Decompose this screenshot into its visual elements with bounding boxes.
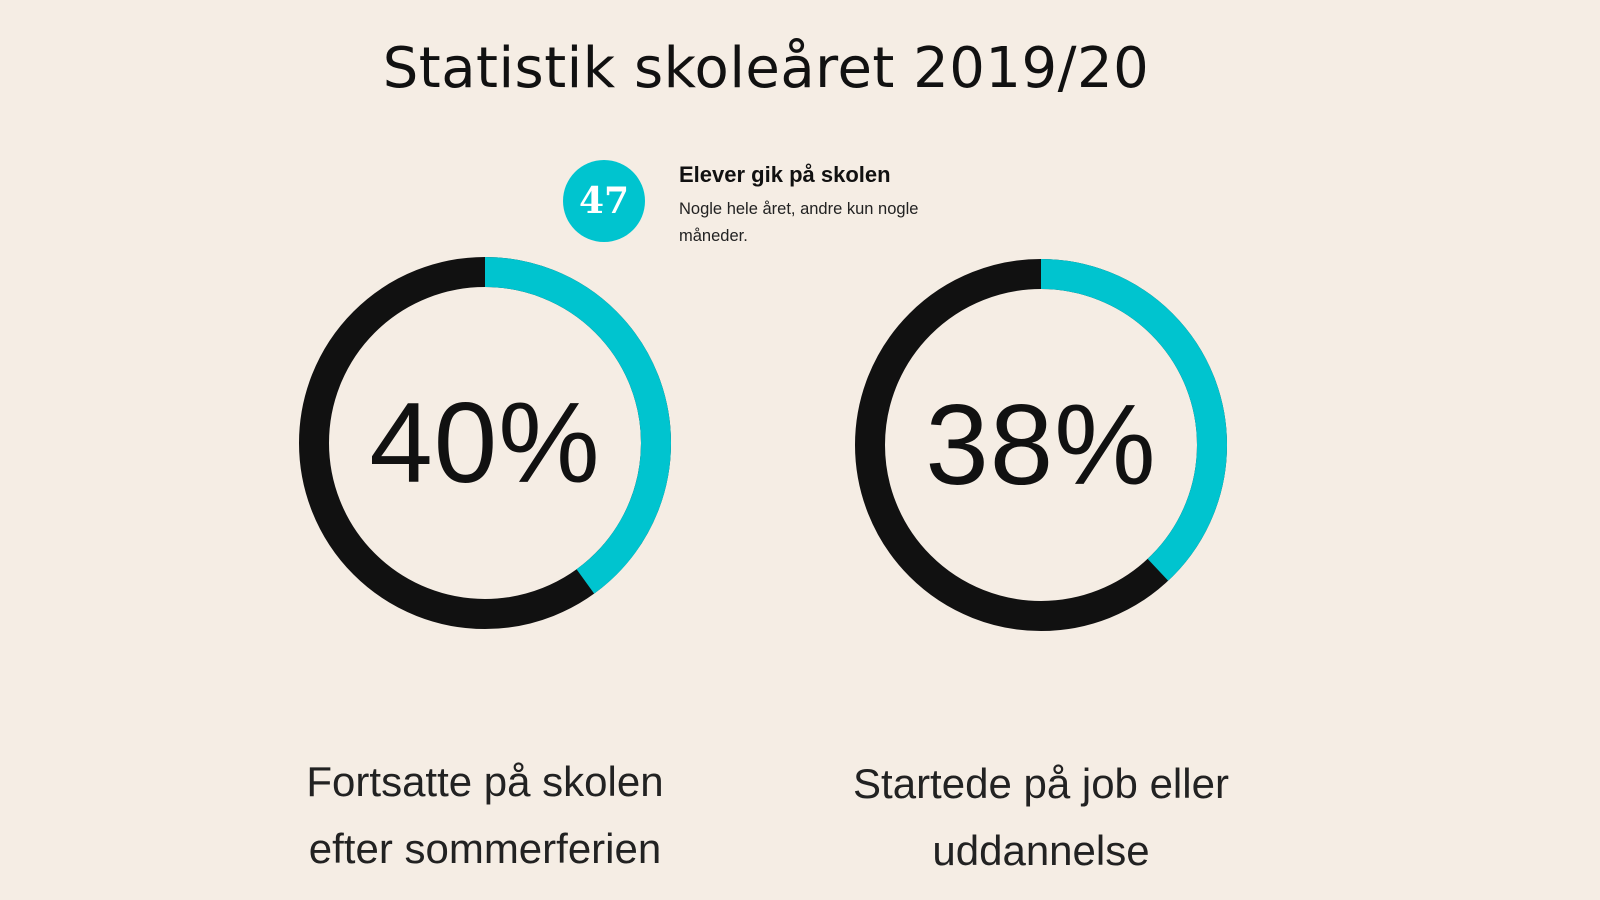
student-count-badge: 47	[563, 160, 645, 242]
student-count-heading: Elever gik på skolen	[679, 162, 891, 187]
donut-percent-label: 40%	[369, 379, 601, 507]
caption-line: Fortsatte på skolen	[306, 758, 664, 805]
donut-value-arc	[855, 259, 1227, 631]
caption-line: uddannelse	[932, 827, 1150, 874]
caption-line: Startede på job eller	[853, 760, 1229, 807]
student-count-description: Nogle hele året, andre kun nogle måneder…	[679, 200, 919, 245]
donut-chart-job-education: 38%	[846, 250, 1236, 640]
donut-value-arc	[299, 257, 671, 629]
caption-line: efter sommerferien	[308, 825, 662, 872]
page-title: Statistik skoleåret 2019/20	[382, 36, 1150, 101]
donut-caption-job-education: Startede på job eller uddannelse	[781, 750, 1301, 884]
student-count-callout: 47 Elever gik på skolen Nogle hele året,…	[563, 160, 983, 250]
donut-chart-job-education-svg	[855, 259, 1227, 631]
donut-caption-continued: Fortsatte på skolen efter sommerferien	[225, 748, 745, 882]
donut-percent-label: 38%	[925, 381, 1157, 509]
donut-chart-continued: 40%	[290, 248, 680, 638]
donut-chart-continued-svg	[299, 257, 671, 629]
